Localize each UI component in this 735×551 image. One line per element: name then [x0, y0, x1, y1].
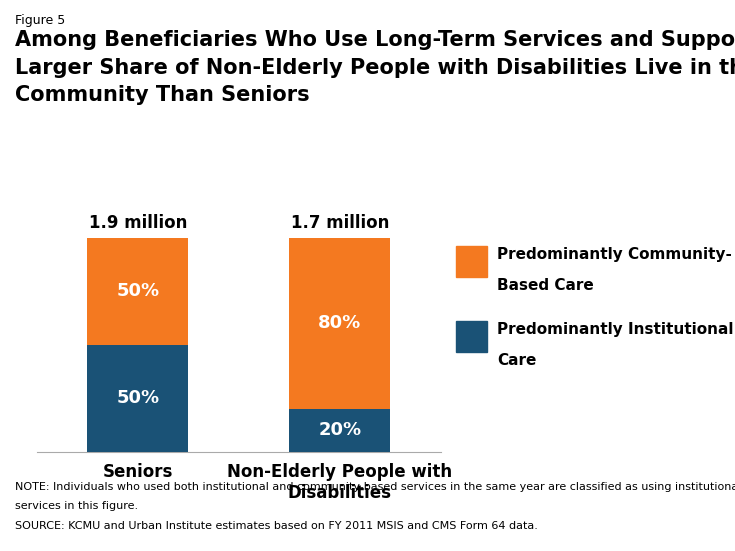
Text: 1.9 million: 1.9 million [89, 214, 187, 232]
Text: Figure 5: Figure 5 [15, 14, 65, 27]
Text: Among Beneficiaries Who Use Long-Term Services and Supports, a: Among Beneficiaries Who Use Long-Term Se… [15, 30, 735, 50]
Text: 20%: 20% [318, 422, 362, 439]
Bar [456, 321, 487, 352]
Bar [456, 246, 487, 277]
Text: 80%: 80% [318, 314, 362, 332]
Text: Care: Care [497, 353, 537, 368]
Text: 1.7 million: 1.7 million [291, 214, 389, 232]
Bar [290, 409, 390, 452]
Text: SOURCE: KCMU and Urban Institute estimates based on FY 2011 MSIS and CMS Form 64: SOURCE: KCMU and Urban Institute estimat… [15, 521, 537, 531]
Text: Community Than Seniors: Community Than Seniors [15, 85, 309, 105]
Text: Based Care: Based Care [497, 278, 594, 293]
Bar [87, 237, 188, 345]
Text: THE HENRY J.: THE HENRY J. [655, 491, 701, 496]
Bar [290, 237, 390, 409]
Text: services in this figure.: services in this figure. [15, 501, 138, 511]
Text: FOUNDATION: FOUNDATION [655, 532, 701, 537]
Text: KAISER: KAISER [653, 500, 703, 512]
Text: 50%: 50% [116, 389, 159, 407]
Text: Predominantly Institutional: Predominantly Institutional [497, 322, 734, 337]
Text: Predominantly Community-: Predominantly Community- [497, 247, 732, 262]
Text: FAMILY: FAMILY [653, 512, 703, 525]
Text: NOTE: Individuals who used both institutional and community-based services in th: NOTE: Individuals who used both institut… [15, 482, 735, 492]
Bar [87, 345, 188, 452]
Text: 50%: 50% [116, 282, 159, 300]
Text: Larger Share of Non-Elderly People with Disabilities Live in the: Larger Share of Non-Elderly People with … [15, 58, 735, 78]
